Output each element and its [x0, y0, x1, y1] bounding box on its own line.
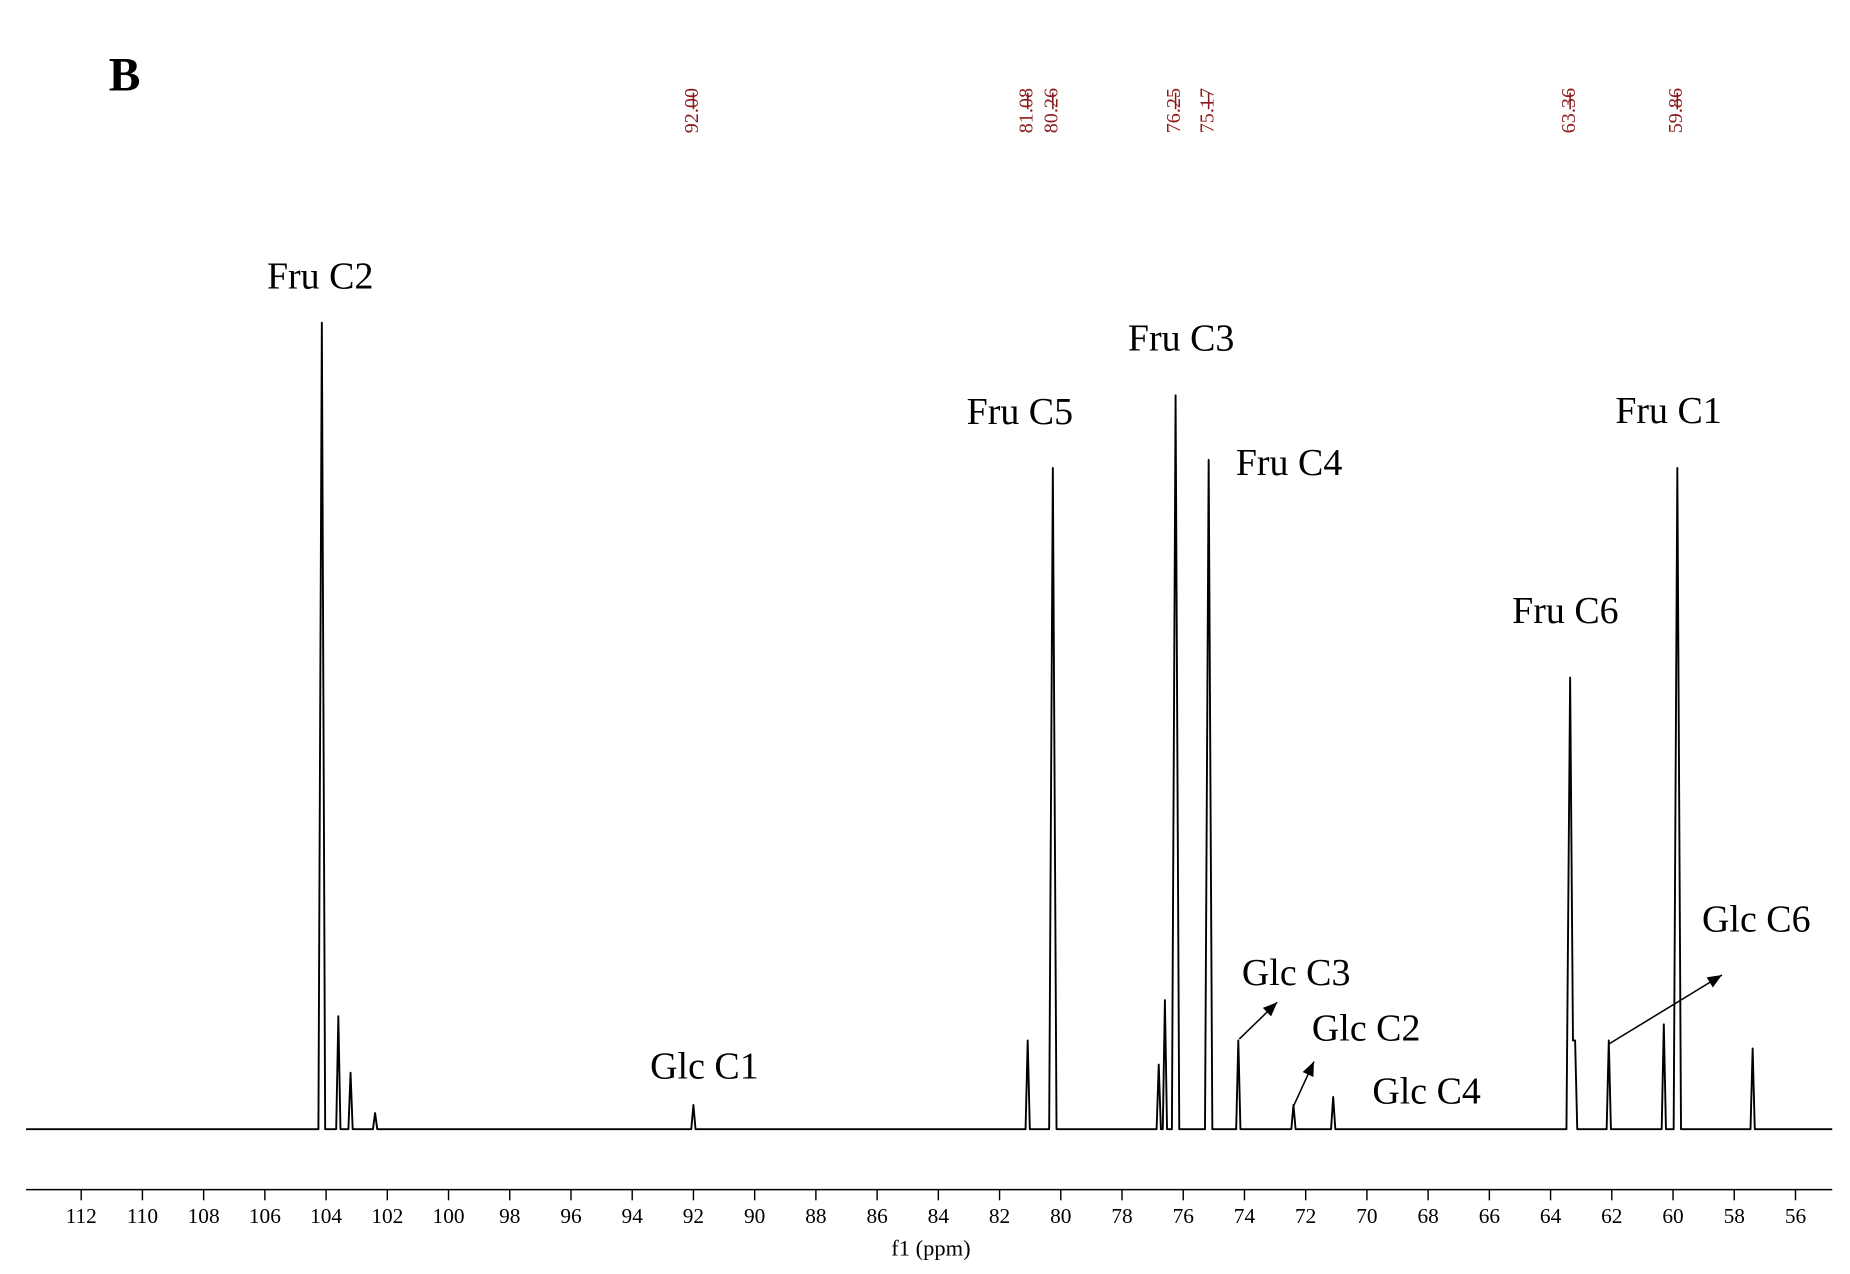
x-tick-label: 100	[433, 1204, 465, 1228]
x-tick-label: 86	[866, 1204, 888, 1228]
peak-label: 63.36	[1558, 88, 1580, 133]
peak-annotation: Fru C1	[1615, 390, 1721, 432]
x-tick-label: 58	[1724, 1204, 1745, 1228]
x-tick-label: 84	[928, 1204, 950, 1228]
x-tick-label: 68	[1417, 1204, 1438, 1228]
arrow-head	[1262, 1002, 1278, 1017]
peak-annotation: Fru C5	[967, 391, 1073, 433]
x-tick-label: 96	[560, 1204, 582, 1228]
peak-label: 80.26	[1040, 88, 1062, 133]
x-tick-label: 104	[310, 1204, 342, 1228]
x-tick-label: 98	[499, 1204, 520, 1228]
peak-label: 92.00	[681, 88, 703, 133]
x-tick-label: 78	[1111, 1204, 1132, 1228]
peak-label: 75.17	[1196, 88, 1218, 133]
x-tick-label: 74	[1234, 1204, 1256, 1228]
x-tick-label: 88	[805, 1204, 826, 1228]
x-tick-label: 66	[1479, 1204, 1501, 1228]
peak-annotation: Glc C6	[1702, 899, 1811, 941]
x-tick-label: 82	[989, 1204, 1010, 1228]
x-tick-label: 90	[744, 1204, 765, 1228]
x-tick-label: 76	[1173, 1204, 1195, 1228]
arrow-head	[1706, 974, 1722, 988]
x-tick-label: 80	[1050, 1204, 1071, 1228]
x-tick-label: 94	[622, 1204, 644, 1228]
x-tick-label: 56	[1785, 1204, 1807, 1228]
peak-annotation: Glc C1	[650, 1046, 759, 1088]
x-tick-label: 92	[683, 1204, 704, 1228]
peak-annotation: Fru C4	[1236, 442, 1342, 484]
peak-annotation: Fru C3	[1128, 317, 1234, 359]
x-tick-label: 102	[371, 1204, 403, 1228]
arrow-head	[1302, 1061, 1314, 1077]
peak-annotation: Fru C2	[267, 256, 373, 298]
peak-annotation: Fru C6	[1512, 590, 1618, 632]
x-tick-label: 106	[249, 1204, 281, 1228]
spectrum-line	[26, 321, 1833, 1131]
peak-label: 76.25	[1163, 88, 1185, 133]
x-tick-label: 112	[66, 1204, 97, 1228]
x-tick-label: 72	[1295, 1204, 1316, 1228]
arrow-line	[1608, 974, 1723, 1045]
panel-label: B	[109, 50, 141, 102]
x-tick-label: 60	[1662, 1204, 1683, 1228]
x-tick-label: 62	[1601, 1204, 1622, 1228]
x-tick-label: 110	[127, 1204, 158, 1228]
x-axis-label: f1 (ppm)	[891, 1235, 970, 1260]
x-tick-label: 64	[1540, 1204, 1562, 1228]
x-tick-label: 70	[1356, 1204, 1377, 1228]
peak-annotation: Glc C3	[1242, 952, 1351, 994]
peak-label: 81.08	[1015, 88, 1037, 133]
x-tick-label: 108	[188, 1204, 220, 1228]
peak-label: 59.86	[1665, 88, 1687, 133]
peak-annotation: Glc C4	[1372, 1070, 1481, 1112]
peak-annotation: Glc C2	[1312, 1008, 1421, 1050]
